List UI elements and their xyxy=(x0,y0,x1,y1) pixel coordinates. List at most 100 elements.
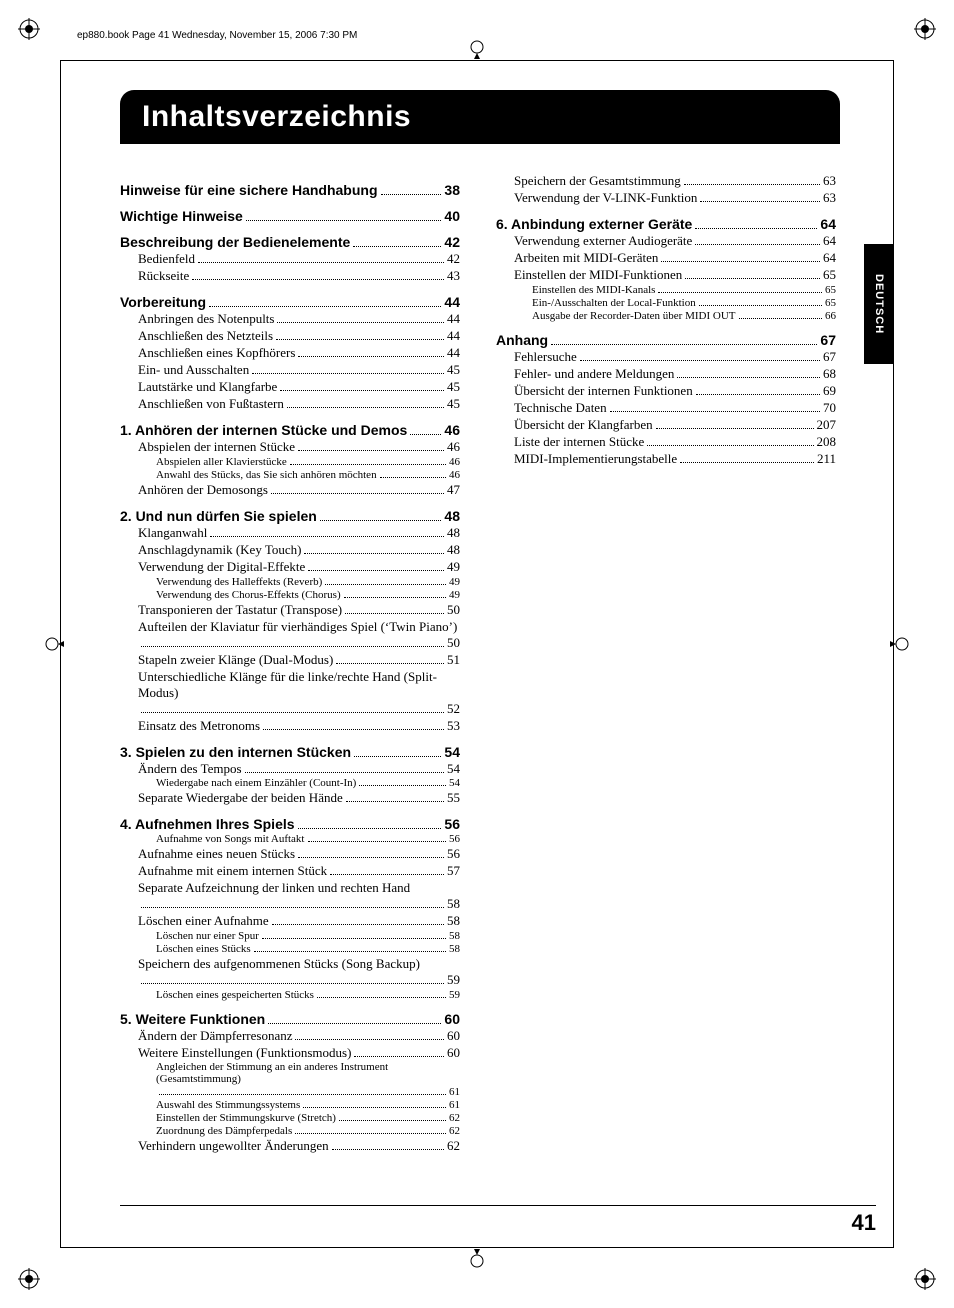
toc-entry: Löschen einer Aufnahme58 xyxy=(120,913,460,929)
toc-entry-page: 208 xyxy=(817,434,837,450)
toc-entry-page: 65 xyxy=(823,267,836,283)
toc-entry: Fehlersuche67 xyxy=(496,349,836,365)
leader-dots xyxy=(696,383,820,395)
toc-entry-page: 54 xyxy=(449,777,460,789)
toc-entry-page: 63 xyxy=(823,173,836,189)
toc-entry-label: Aufnahme von Songs mit Auftakt xyxy=(156,833,305,845)
toc-entry-page: 54 xyxy=(444,744,460,760)
leader-dots xyxy=(277,311,444,323)
crop-tick-icon xyxy=(465,35,489,59)
toc-entry-label: Aufteilen der Klaviatur für vierhändiges… xyxy=(138,619,457,634)
toc-entry-page: 59 xyxy=(447,972,460,988)
toc-entry-label: Hinweise für eine sichere Handhabung xyxy=(120,182,378,198)
toc-entry: Anbringen des Notenpults44 xyxy=(120,311,460,327)
leader-dots xyxy=(246,208,442,221)
leader-dots xyxy=(304,542,444,554)
leader-dots xyxy=(141,972,444,984)
page-title-bar: Inhaltsverzeichnis xyxy=(120,90,840,144)
toc-entry: Liste der internen Stücke208 xyxy=(496,434,836,450)
leader-dots xyxy=(680,451,814,463)
toc-entry-page: 51 xyxy=(447,652,460,668)
toc-entry: Anschließen des Netzteils44 xyxy=(120,328,460,344)
toc-entry-label: Abspielen der internen Stücke xyxy=(138,439,295,455)
leader-dots xyxy=(308,832,447,842)
toc-entry-label: Ein-/Ausschalten der Local-Funktion xyxy=(532,297,696,309)
toc-entry-page: 66 xyxy=(825,310,836,322)
toc-entry: Übersicht der internen Funktionen69 xyxy=(496,383,836,399)
leader-dots xyxy=(677,366,820,378)
toc-entry: Rückseite43 xyxy=(120,268,460,284)
toc-entry-label: Technische Daten xyxy=(514,400,607,416)
page-number: 41 xyxy=(852,1210,876,1235)
toc-entry-page: 54 xyxy=(447,761,460,777)
toc-entry: Ein-/Ausschalten der Local-Funktion65 xyxy=(496,296,836,309)
toc-entry-label: Ändern der Dämpferresonanz xyxy=(138,1028,292,1044)
registration-mark-icon xyxy=(914,18,936,40)
toc-entry-label: Verwendung der V-LINK-Funktion xyxy=(514,190,697,206)
toc-entry-page: 48 xyxy=(444,508,460,524)
toc-entry-page: 62 xyxy=(449,1125,460,1137)
toc-entry-page: 55 xyxy=(447,790,460,806)
leader-dots xyxy=(359,777,446,787)
toc-entry-label: Stapeln zweier Klänge (Dual-Modus) xyxy=(138,652,333,668)
toc-entry: Verwendung der Digital-Effekte 49 xyxy=(120,559,460,575)
toc-entry: Lautstärke und Klangfarbe45 xyxy=(120,379,460,395)
toc-entry-label: Abspielen aller Klavierstücke xyxy=(156,456,287,468)
leader-dots xyxy=(647,434,813,446)
toc-entry-page: 49 xyxy=(447,559,460,575)
page-root: ep880.book Page 41 Wednesday, November 1… xyxy=(0,0,954,1308)
toc-entry-page: 61 xyxy=(449,1099,460,1111)
leader-dots xyxy=(287,396,444,408)
toc-entry-label: Weitere Einstellungen (Funktionsmodus) xyxy=(138,1045,351,1061)
leader-dots xyxy=(298,847,444,859)
toc-entry: Anschließen von Fußtastern 45 xyxy=(120,396,460,412)
toc-entry: Löschen eines gespeicherten Stücks59 xyxy=(120,988,460,1001)
leader-dots xyxy=(141,897,444,909)
toc-entry: Verhindern ungewollter Änderungen62 xyxy=(120,1138,460,1154)
toc-entry: Separate Aufzeichnung der linken und rec… xyxy=(120,880,460,912)
toc-entry-label: MIDI-Implementierungstabelle xyxy=(514,451,677,467)
toc-entry-label: 6. Anbindung externer Geräte xyxy=(496,216,692,232)
toc-entry-label: Auswahl des Stimmungssystems xyxy=(156,1099,300,1111)
toc-entry: Anschlagdynamik (Key Touch)48 xyxy=(120,542,460,558)
leader-dots xyxy=(695,216,817,229)
toc-entry: Ein- und Ausschalten45 xyxy=(120,362,460,378)
leader-dots xyxy=(210,525,444,537)
toc-entry: Ändern der Dämpferresonanz 60 xyxy=(120,1028,460,1044)
toc-entry-page: 42 xyxy=(444,234,460,250)
toc-entry-page: 63 xyxy=(823,190,836,206)
toc-entry-page: 60 xyxy=(447,1028,460,1044)
toc-entry-label: Anschließen von Fußtastern xyxy=(138,396,284,412)
leader-dots xyxy=(354,1045,444,1057)
toc-entry-label: Verhindern ungewollter Änderungen xyxy=(138,1138,329,1154)
leader-dots xyxy=(317,988,446,998)
leader-dots xyxy=(353,234,441,247)
toc-entry: Aufnahme von Songs mit Auftakt56 xyxy=(120,832,460,845)
toc-entry-page: 64 xyxy=(823,250,836,266)
leader-dots xyxy=(354,744,441,757)
toc-entry: Anwahl des Stücks, das Sie sich anhören … xyxy=(120,468,460,481)
toc-entry-label: Unterschiedliche Klänge für die linke/re… xyxy=(138,669,437,700)
leader-dots xyxy=(263,718,444,730)
leader-dots xyxy=(298,439,444,451)
toc-entry-label: 1. Anhören der internen Stücke und Demos xyxy=(120,422,407,438)
toc-entry: 2. Und nun dürfen Sie spielen48 xyxy=(120,508,460,524)
toc-entry: Einsatz des Metronoms53 xyxy=(120,718,460,734)
leader-dots xyxy=(739,309,822,319)
toc-entry-page: 50 xyxy=(447,602,460,618)
toc-entry-label: Transponieren der Tastatur (Transpose) xyxy=(138,602,342,618)
toc-entry-label: Speichern der Gesamtstimmung xyxy=(514,173,681,189)
toc-entry: Aufnahme mit einem internen Stück57 xyxy=(120,863,460,879)
toc-entry-label: Anschließen eines Kopfhörers xyxy=(138,345,295,361)
leader-dots xyxy=(209,294,441,307)
leader-dots xyxy=(339,1111,446,1121)
toc-entry-label: Übersicht der Klangfarben xyxy=(514,417,653,433)
toc-entry-label: Fehlersuche xyxy=(514,349,577,365)
toc-entry-label: Arbeiten mit MIDI-Geräten xyxy=(514,250,658,266)
leader-dots xyxy=(580,349,820,361)
toc-entry: Speichern des aufgenommenen Stücks (Song… xyxy=(120,956,460,988)
toc-entry-page: 45 xyxy=(447,396,460,412)
toc-entry-page: 60 xyxy=(444,1011,460,1027)
toc-entry-label: Anwahl des Stücks, das Sie sich anhören … xyxy=(156,469,377,481)
toc-entry-label: Verwendung der Digital-Effekte xyxy=(138,559,305,575)
